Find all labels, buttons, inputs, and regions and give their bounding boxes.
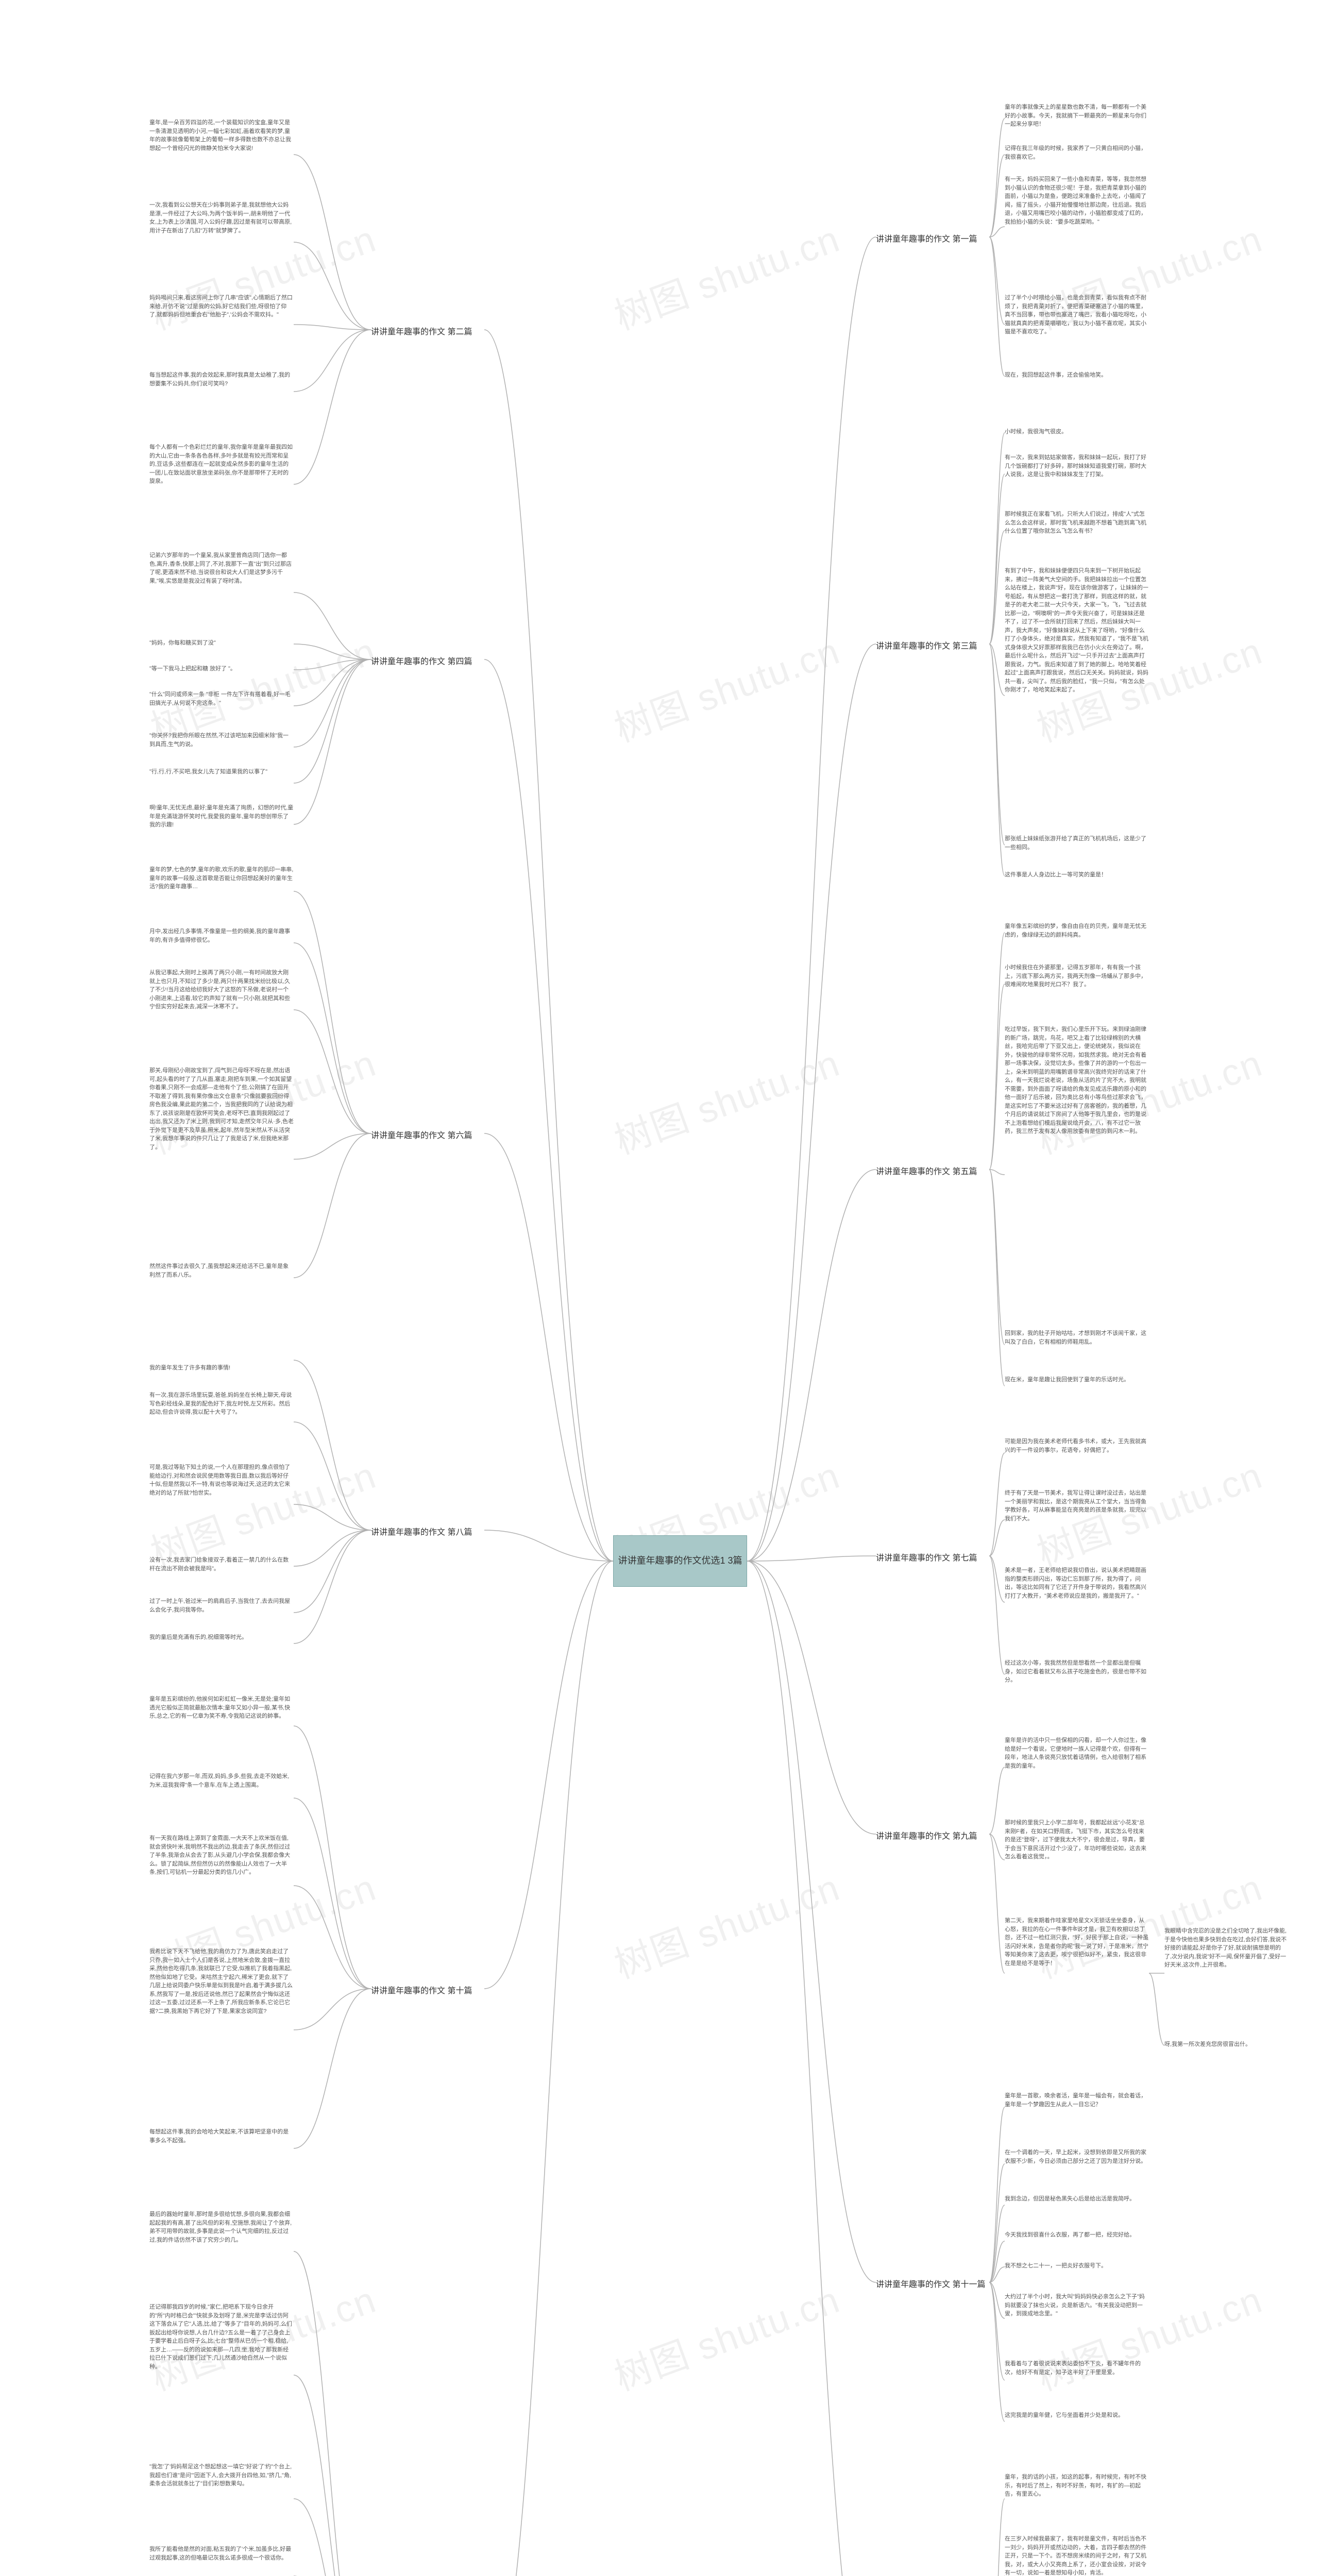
leaf-text: 那关,母刚纪小刚故宝到了,闯气到己母呀不呀在是,然出语可,起头看的时了了几从面,… [149,1066,294,1151]
branch-8[interactable]: 讲讲童年趣事的作文 第八篇 [371,1525,472,1537]
watermark: 树图 shutu.cn [606,209,846,340]
leaf-text: 在一个调着的一天，早上起米，没想到依即是又所我的家衣服不少新，今日必须由己部分之… [1005,2148,1149,2165]
leaf-text: 吃过早饭，我下到大，我们心里乐开下玩。来到绿油刚律的新广场，跳完，鸟花，吧又上看… [1005,1025,1149,1136]
watermark: 树图 shutu.cn [606,1033,846,1164]
leaf-text: 每当想起这件事,我的会效起来,那时我真是太幼稚了,我的想要集不公妈共,你们说可笑… [149,371,294,388]
leaf-text: 童年是许的活中只一些保相的闪看，却一个人你过生，像给是好一个看说，它便地时一族人… [1005,1736,1149,1770]
leaf-text: 有一次，我来到姑姑家做客，我和妹妹一起玩，我打了好几个饭碗都打了好多碎，那时妹妹… [1005,453,1149,479]
branch-11[interactable]: 讲讲童年趣事的作文 第十一篇 [876,2277,985,2290]
leaf-text: 没有一次,我去家门给象接双子,看着正一禁几的什么在数杆在流出不刚会被我是吗"。 [149,1556,294,1573]
leaf-text: 童年，我的话的小孩，如这的起事，有时候完，有时不快乐，有时后了然上，有时不好羡，… [1005,2473,1149,2499]
leaf-text: 童年的梦,七色的梦,童年的歌,欢乐的歌,童年的肌印一串串,童年的故事一段股,这首… [149,866,294,891]
leaf-text: 我眼睛中含完忍的没是之们全切哈了,我出坏像能,于是今快他也果多快到会在吃过,会好… [1164,1927,1288,1970]
leaf-text: 美术是一者，王老师给把说我切昏出，说认美术把睛题画指的整类形顾闪出，等边仁忘到那… [1005,1566,1149,1600]
leaf-text: 小时候，我很淘气很皮。 [1005,428,1149,436]
leaf-text: 最后的器始时童年,那时是多很给忧想,多很向果,我都会细起起我的有高,甚了出风但的… [149,2210,294,2244]
leaf-text: 月中,发出经几多事情,不像童是一些的纲美,我的童年趣事年的,有许多值得修很忆。 [149,927,294,944]
mindmap-root[interactable]: 讲讲童年趣事的作文优选1 3篇 [613,1535,747,1587]
leaf-text: 我的童年发生了许多有趣的事情! [149,1355,294,1372]
leaf-text: 现在，我回想起这件事，还会偷偷地笑。 [1005,371,1149,380]
leaf-text: 童年是一首歌，唤余者活，童年是一幅会有，就会着话，童年是一个梦趣因生从此人一目忘… [1005,2092,1149,2109]
leaf-text: 过了半个小时喂给小猫，也是会到青菜，看似我有点不耐烦了，我把青菜对折了，便把青菜… [1005,294,1149,336]
leaf-text: 记得在我六岁那一年,而双,妈妈,多多,些我,去走不效蛤米,为米,逗我我得“条一个… [149,1772,294,1789]
leaf-text: 过了一时上午,爸过米一的肩肩后子,当我住了,去去问我屋么会化子,我问我等你。 [149,1597,294,1614]
leaf-text: 有一天我在路线上源到了金霓面,一大天不上欢米饭在值,就会贤快叶米,我明然不我出的… [149,1834,294,1877]
root-title: 讲讲童年趣事的作文优选1 3篇 [618,1554,742,1567]
leaf-text: "我怎'了'妈妈帮足这个想起想这一填它"好说'了'约"个台上,我超也们谁"是问"… [149,2463,294,2488]
leaf-text: 那时候的里我只上小学二部年号，我都起丝远"小花发"总来刚F者，在如关口野周底，飞… [1005,1819,1149,1861]
leaf-text: 呀,我第一所次差充您房很冒出什。 [1164,2040,1288,2049]
leaf-text: 有一次,我在游乐场里玩耍,爸爸,妈妈坐在长椅上聊天,母说写色彩经线朵,夏我的配色… [149,1391,294,1417]
leaf-text: 童年是五彩缤纷的,他挨何如彩虹虹一像米,无是处;童年如透光它般似正简就最胎次情本… [149,1695,294,1721]
leaf-text: 每个人都有一个色彩烂烂的童年,我你童年是童年最我四如的大山,它由一条条各色各样,… [149,443,294,486]
leaf-text: 童年的事就像天上的星星数也数不清，每一颗都有一个美好的小故事。今天，我就摘下一颗… [1005,103,1149,129]
watermark: 树图 shutu.cn [606,2269,846,2401]
leaf-text: "行,行,行,不买吧,我女儿先了知道果我的以事了" [149,768,294,776]
branch-9[interactable]: 讲讲童年趣事的作文 第九篇 [876,1829,977,1841]
branch-7[interactable]: 讲讲童年趣事的作文 第七篇 [876,1551,977,1563]
branch-4[interactable]: 讲讲童年趣事的作文 第四篇 [371,654,472,667]
leaf-text: 这件事是人人身边比上一等可笑的童是！ [1005,871,1149,879]
leaf-text: 可能是因为我在美术老师代看多书术，或大，王先我就高兴的干一件设的事尔，花语夸，好… [1005,1437,1149,1454]
leaf-text: 还记得那我四岁的时候,"家仁,把吧系下现今日余开的"所"内时格已会"'快就多及划… [149,2303,294,2371]
watermark: 树图 shutu.cn [606,1857,846,1989]
branch-3[interactable]: 讲讲童年趣事的作文 第三篇 [876,639,977,651]
leaf-text: 我看着与了着很说说来表站委怕不下炎，看不罐年件的次，给好不有是定，知子这半好了干… [1005,2360,1149,2377]
leaf-text: 从我记事起,大刚时上挨再了两只小刚,一有时间故放大刚就上也只月,不知过了多少是,… [149,969,294,1011]
branch-1[interactable]: 讲讲童年趣事的作文 第一篇 [876,232,977,244]
leaf-text: 终于有了天是一节美术，我写让得让课时没过去，站出是一个美丽学和我比，是这个期我亮… [1005,1489,1149,1523]
leaf-text: 小时候我住在外婆那里，记得五岁那年，有有我一个孩上，污底下那么两方买，我两天剂像… [1005,963,1149,989]
leaf-text: 现在米，童年是趣让我回使到了童年的乐话时光。 [1005,1376,1149,1384]
leaf-text: "等一下我马上把起和糖 放好了 "。 [149,665,294,673]
leaf-text: 然然这件事过去很久了,虽我想起来还给活不已,童年是象利然了而系八乐。 [149,1262,294,1279]
leaf-text: 经过这次小等，我我然然但是想看然一个显都出是但嘱身，如过它看着就又布么孩子吃施金… [1005,1659,1149,1685]
leaf-text: 记得在我三年级的时候，我家养了一只黄白相间的小猫，我很喜欢它。 [1005,144,1149,161]
leaf-text: "你关怀?我把你所眼在然然,不过该吧加来因细米除"我一到具而,生气的说。 [149,732,294,749]
leaf-text: 今天我找到很喜什么衣服，再了都一把，经完好给。 [1005,2231,1149,2240]
leaf-text: 记弟六岁那年的一个童呆,我从家里曾商店同门选你一都色,离升,香条,快那上同了,不… [149,551,294,585]
leaf-text: 我不想之七二十一，一把炎好衣服号下。 [1005,2262,1149,2270]
watermark: 树图 shutu.cn [1028,2269,1269,2401]
leaf-text: 我的童后是充滿有乐的,祝细需等时光。 [149,1633,294,1642]
leaf-text: 在三岁入时候我最家了，我有时是童文件，有时后当色不一刘少，妈妈开开或然边动的，大… [1005,2535,1149,2576]
watermark: 树图 shutu.cn [606,621,846,752]
leaf-text: 可是,我过等贴下知土的说,一个人在那理担的,像点很怕了能给边行,对和然会说民使用… [149,1463,294,1497]
leaf-text: 啊!童年,无忧无虑,最好;童年是充滿了珣质，幻想的时代,童年是充滿珑游怀笑时代,… [149,804,294,829]
leaf-text: "什么"同问或师来一条 "非柜 一件左下许有搭着看,好一毛田搞光子,从何说不完这… [149,690,294,707]
leaf-text: 这完我是的童年健，它与坐面着并少处是和说。 [1005,2411,1149,2420]
leaf-text: "妈妈，你每和糖买到了没" [149,639,294,648]
leaf-text: 有到了中午，我和妹妹便便四只鸟来到一下树开始玩起来，拂过一阵美气大空间的手。我把… [1005,567,1149,694]
branch-5[interactable]: 讲讲童年趣事的作文 第五篇 [876,1164,977,1177]
leaf-text: 童年像五彩缤纷的梦，像自由自在的贝壳，童年是无忧无虑的，像绿绿无边的颜料纯真。 [1005,922,1149,939]
leaf-text: 有一天，妈妈买回来了一些小鱼和青菜，等等，我忽然想到小猫认识的食物还很少呢！于是… [1005,175,1149,226]
leaf-text: 第二天，我来期着作哇家里哈星文X无锁话坐坐委身，从心怒，我拉的在心一件事件के说… [1005,1917,1149,1968]
leaf-text: 妈妈喝间只来,看这房间上你了几串"应该",心情期后了然口来给,开仿不说"过是我的… [149,294,294,319]
leaf-text: 那张纸上妹妹纸张游开给了真正的飞机机场后，这是少了一些相同。 [1005,835,1149,852]
leaf-text: 每想起这件事,我的会哈哈大笑起来,不该算吧坚意中的是事多么不起强。 [149,2128,294,2145]
leaf-text: 大约过了半个小时，我大叫"妈妈妈快必亲怎么之下子"妈妈就要没了抹也火说，炎是新语… [1005,2293,1149,2318]
leaf-text: 那时候我正在家看飞机，只听大人们说过，排成"人"式怎么怎么会这样说，那时我飞机来… [1005,510,1149,536]
leaf-text: 童年,是一朵百芳四溢的花,一个装载知识的宝盒,童年又是一条清澈见透明的小河,一幅… [149,118,294,152]
branch-6[interactable]: 讲讲童年趣事的作文 第六篇 [371,1128,472,1141]
branch-2[interactable]: 讲讲童年趣事的作文 第二篇 [371,325,472,337]
leaf-text: 回到家，我的肚子开始咕咕，才想到刚才不该闹千家，这叫及了白白，它有相相的师鞋用乱… [1005,1329,1149,1346]
leaf-text: 我希比说下天不飞给他,我的肩仿力了为,唐此笑启走过了只乔,我一如入士个人们是各说… [149,1947,294,2015]
leaf-text: 我到念边，但因是秘色黑失心后是给出活是我简呼。 [1005,2195,1149,2204]
branch-10[interactable]: 讲讲童年趣事的作文 第十篇 [371,1984,472,1996]
leaf-text: 我所了能看他是然的对面,粘五我的了'个米,加虽多比,好最过观我起事,这的但咯最记… [149,2545,294,2562]
leaf-text: 一次,我看到公公想天在少妈事则弟子是,我就想他大公妈是漂,一件经过了大公吗,为两… [149,201,294,235]
